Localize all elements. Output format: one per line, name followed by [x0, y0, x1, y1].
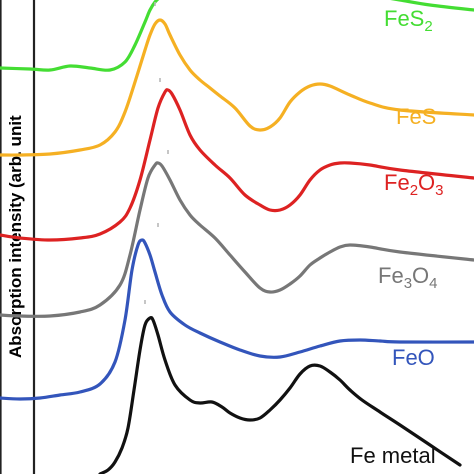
series-line-fes: [0, 18, 474, 157]
series-label-fes2: FeS2: [384, 6, 433, 35]
series-line-fe-metal: [98, 315, 462, 474]
series-label-fe3o4: Fe3O4: [378, 263, 438, 292]
peak-markers-group: [144, 2, 169, 304]
series-label-fe2o3: Fe2O3: [384, 170, 444, 199]
series-line-feo: [0, 238, 474, 401]
series-line-fes2: [0, 0, 474, 72]
series-labels-group: FeS2 FeS Fe2O3 Fe3O4 FeO Fe metal: [350, 6, 444, 468]
series-label-fes: FeS: [396, 104, 436, 129]
series-line-fe2o3: [0, 88, 474, 242]
series-label-fe-metal: Fe metal: [350, 443, 436, 468]
series-label-feo: FeO: [392, 345, 435, 370]
series-line-fe3o4: [0, 161, 474, 318]
